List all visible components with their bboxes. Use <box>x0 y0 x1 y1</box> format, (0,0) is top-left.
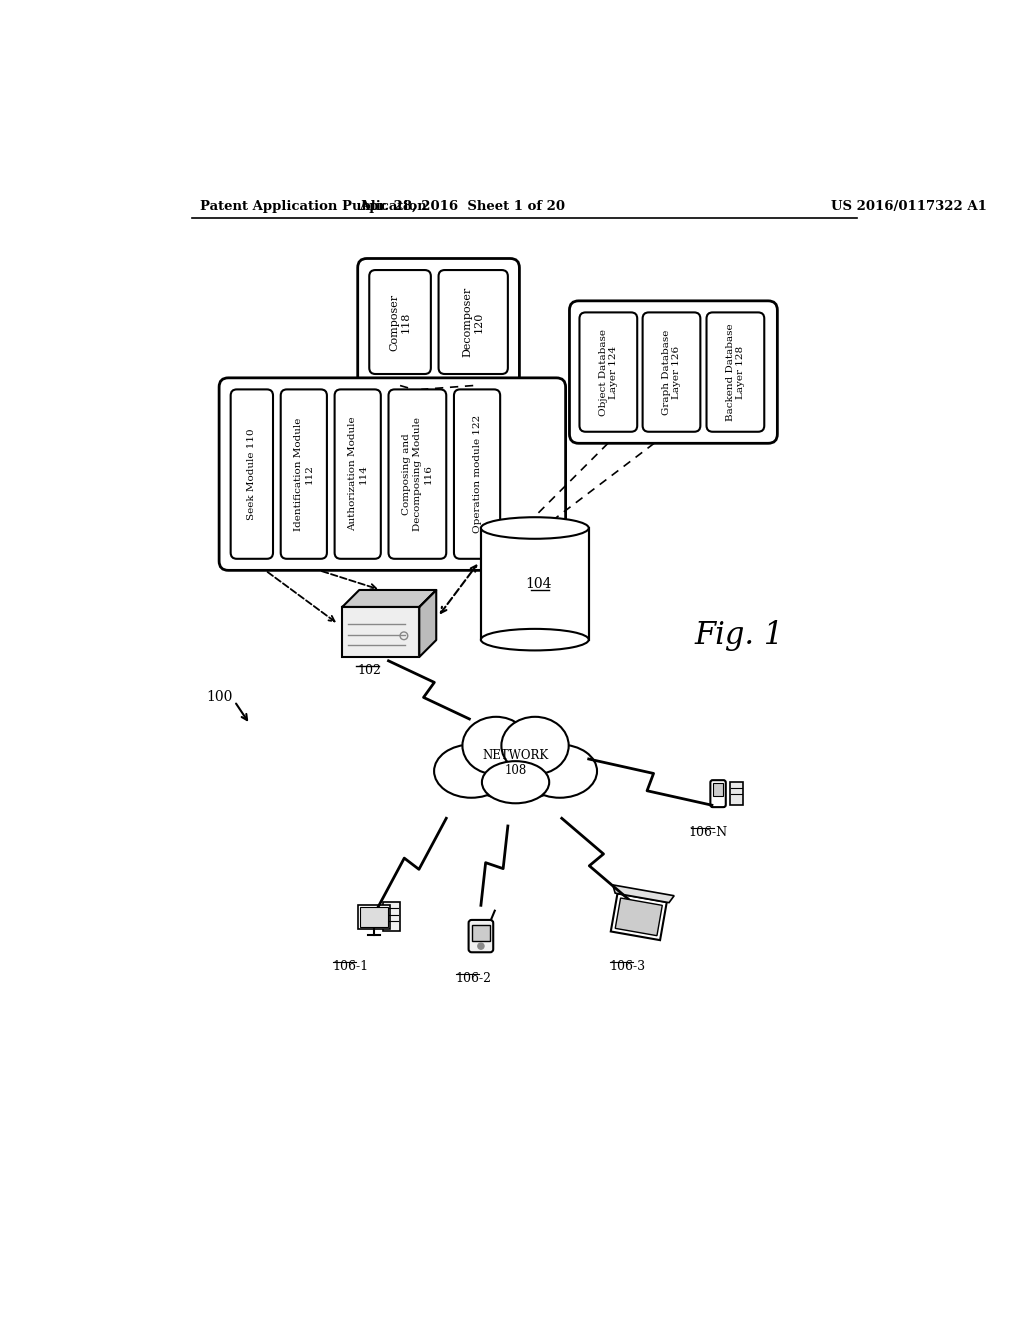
FancyBboxPatch shape <box>230 389 273 558</box>
Text: Authorization Module
114: Authorization Module 114 <box>348 417 368 532</box>
FancyBboxPatch shape <box>569 301 777 444</box>
FancyBboxPatch shape <box>335 389 381 558</box>
FancyBboxPatch shape <box>643 313 700 432</box>
Text: Seek Module 110: Seek Module 110 <box>248 428 256 520</box>
Bar <box>730 781 743 805</box>
FancyBboxPatch shape <box>219 378 565 570</box>
Bar <box>713 783 724 796</box>
Text: Composer
118: Composer 118 <box>389 293 411 351</box>
FancyBboxPatch shape <box>438 271 508 374</box>
FancyBboxPatch shape <box>388 389 446 558</box>
FancyBboxPatch shape <box>454 389 500 558</box>
Text: 104: 104 <box>525 577 552 591</box>
Text: 102: 102 <box>357 664 381 677</box>
Bar <box>342 607 419 657</box>
Polygon shape <box>419 590 436 657</box>
Text: Fig. 1: Fig. 1 <box>694 620 783 651</box>
Text: NETWORK
108: NETWORK 108 <box>482 748 549 777</box>
Ellipse shape <box>461 734 570 800</box>
Text: 100: 100 <box>206 690 232 705</box>
Text: Patent Application Publication: Patent Application Publication <box>200 199 427 213</box>
Ellipse shape <box>482 762 549 804</box>
Circle shape <box>478 942 484 949</box>
Polygon shape <box>615 898 663 936</box>
Bar <box>360 907 388 927</box>
Text: Apr. 28, 2016  Sheet 1 of 20: Apr. 28, 2016 Sheet 1 of 20 <box>358 199 564 213</box>
FancyBboxPatch shape <box>580 313 637 432</box>
Bar <box>472 924 490 941</box>
Text: Decomposer
120: Decomposer 120 <box>463 286 484 358</box>
Polygon shape <box>342 590 436 607</box>
FancyBboxPatch shape <box>281 389 327 558</box>
Text: Operation module 122: Operation module 122 <box>472 414 481 533</box>
FancyBboxPatch shape <box>707 313 764 432</box>
FancyBboxPatch shape <box>357 259 519 385</box>
Text: US 2016/0117322 A1: US 2016/0117322 A1 <box>831 199 987 213</box>
Ellipse shape <box>502 717 568 775</box>
Ellipse shape <box>522 744 597 797</box>
Text: 106-2: 106-2 <box>456 972 492 985</box>
Text: Backend Database
Layer 128: Backend Database Layer 128 <box>726 323 745 421</box>
Polygon shape <box>610 894 667 940</box>
Text: 106-N: 106-N <box>688 825 728 838</box>
FancyBboxPatch shape <box>469 920 494 952</box>
Ellipse shape <box>481 628 589 651</box>
Bar <box>481 528 589 640</box>
FancyBboxPatch shape <box>711 780 726 807</box>
Text: Object Database
Layer 124: Object Database Layer 124 <box>599 329 618 416</box>
Ellipse shape <box>463 717 529 775</box>
Ellipse shape <box>434 744 509 797</box>
Text: Graph Database
Layer 126: Graph Database Layer 126 <box>662 330 681 414</box>
Text: Composing and
Decomposing Module
116: Composing and Decomposing Module 116 <box>402 417 432 531</box>
Bar <box>383 903 400 932</box>
Text: 106-3: 106-3 <box>609 961 645 973</box>
Bar <box>357 904 390 929</box>
Text: 106-1: 106-1 <box>332 961 368 973</box>
FancyBboxPatch shape <box>370 271 431 374</box>
Text: Identification Module
112: Identification Module 112 <box>294 417 313 531</box>
Ellipse shape <box>481 517 589 539</box>
Polygon shape <box>612 884 674 903</box>
